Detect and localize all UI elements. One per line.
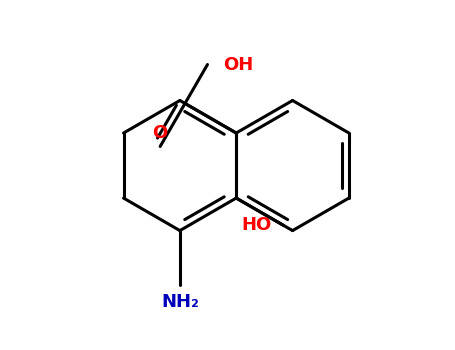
Text: OH: OH	[223, 56, 253, 74]
Text: HO: HO	[241, 216, 272, 234]
Text: O: O	[152, 124, 168, 142]
Text: NH₂: NH₂	[161, 293, 199, 311]
